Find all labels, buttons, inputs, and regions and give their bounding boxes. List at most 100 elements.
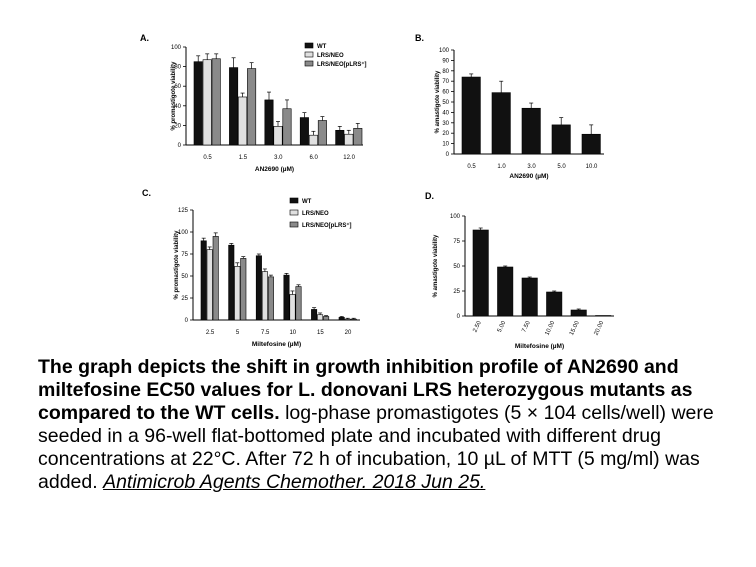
panel-a-x-axis-label: AN2690 (µM) [255,166,294,173]
panel-d-bar [546,291,563,317]
panel-c-bar [289,294,296,321]
panel-b-y-tick-label: 40 [442,110,449,116]
panel-a-bar [273,126,283,146]
panel-a-x-tick-label: 1.5 [239,155,248,161]
panel-d-x-tick-label: 5.00 [497,320,508,334]
panel-b-bar [491,92,511,155]
panel-c-x-tick-label: 20 [345,330,352,336]
panel-b-x-tick-label: 10.0 [586,164,598,170]
panel-a-bar [202,59,212,146]
panel-b-y-tick-label: 20 [442,131,449,137]
panel-b-bar [521,107,541,155]
panel-a-legend-label: LRS/NEO [317,53,344,59]
panel-b-bar [581,133,601,155]
panel-a-bar [193,61,203,146]
panel-b-y-tick-label: 70 [442,79,449,85]
panel-d-y-tick-label: 75 [453,239,460,245]
panel-a-y-tick-label: 80 [174,65,181,71]
panel-c-y-tick-label: 25 [181,296,188,302]
panel-d-label: D. [425,191,434,201]
panel-d-y-tick-label: 25 [453,289,460,295]
panel-c-bar [255,255,262,321]
panel-a-bar [344,133,354,146]
panel-c-x-axis-label: Miltefosine (µM) [252,341,301,348]
panel-a-bar [353,128,363,146]
panel-c-x-tick-label: 2.5 [206,330,215,336]
caption-citation[interactable]: Antimicrob Agents Chemother. 2018 Jun 25… [103,471,486,493]
panel-c-bar [295,286,302,321]
panel-d-bar [570,309,587,317]
panel-a-bar [335,130,345,146]
panel-b-y-tick-label: 90 [442,58,449,64]
panel-a-legend-label: WT [317,44,327,50]
panel-d-y-tick-label: 100 [450,214,461,220]
panel-b-y-tick-label: 10 [442,142,449,148]
panel-a-bar [282,108,292,146]
panel-d-bar [497,266,514,317]
panel-c-legend-label: WT [302,199,312,205]
panel-a-bar [308,134,318,146]
panel-c-legend-label: LRS/NEO [302,211,329,217]
panel-a-y-tick-label: 40 [174,104,181,110]
panel-c-y-tick-label: 100 [178,230,189,236]
panel-d-x-tick-label: 20.00 [594,320,606,337]
panel-c-bar [240,258,247,321]
figure-caption: The graph depicts the shift in growth in… [38,356,738,494]
panel-b-y-tick-label: 50 [442,100,449,106]
panel-a-x-tick-label: 0.5 [203,155,212,161]
panel-c-y-tick-label: 125 [178,208,189,214]
panel-b-label: B. [415,33,424,43]
panel-c-legend-swatch [289,197,299,204]
panel-c-bar [344,318,351,321]
panel-c-y-axis-label: % promastigote viability [174,230,180,300]
panel-a-x-tick-label: 3.0 [274,155,283,161]
panel-d-x-tick-label: 15.00 [569,320,581,337]
panel-a-x-tick-label: 12.0 [343,155,355,161]
panel-c-y-tick-label: 75 [181,252,188,258]
panel-d-bar [521,277,538,317]
panel-d-x-tick-label: 2.50 [472,320,483,334]
panel-c-bar [311,309,318,321]
panel-a-x-tick-label: 6.0 [310,155,319,161]
panel-d-bar [472,229,489,317]
panel-c-bar [228,244,235,321]
panel-d-x-tick-label: 7.50 [521,320,532,334]
panel-b-bar [551,124,571,155]
panel-d-x-tick-label: 10.00 [545,320,557,337]
panel-c-bar [212,236,219,321]
panel-a-legend-label: LRS/NEO[pLRS⁺] [317,61,367,68]
panel-c-bar [283,274,290,321]
panel-a-bar [317,120,327,146]
panel-b-x-tick-label: 0.5 [467,164,476,170]
panel-c-y-tick-label: 50 [181,274,188,280]
panel-a-bar [229,67,239,146]
panel-b-y-axis-label: % amastigote viability [435,70,441,133]
panel-b-x-tick-label: 3.0 [527,164,536,170]
panel-a-legend-swatch [304,51,314,58]
panel-b-x-tick-label: 1.0 [497,164,506,170]
panel-b-y-tick-label: 30 [442,121,449,127]
panel-a-y-tick-label: 60 [174,84,181,90]
panel-b-x-tick-label: 5.0 [557,164,566,170]
panel-c-legend-swatch [289,209,299,216]
panel-c-x-tick-label: 15 [317,330,324,336]
panel-c-x-tick-label: 10 [289,330,296,336]
panel-a-y-tick-label: 100 [171,45,182,51]
panel-c-bar [267,276,274,321]
panel-c-bar [261,271,268,321]
panel-b-x-axis-label: AN2690 (µM) [509,173,548,180]
panel-c-bar [323,316,330,321]
panel-c-x-tick-label: 7.5 [261,330,270,336]
panel-c-legend-label: LRS/NEO[pLRS⁺] [302,222,352,229]
panel-c-x-tick-label: 5 [236,330,240,336]
panel-a-bar [264,99,274,146]
panel-d-y-tick-label: 50 [453,264,460,270]
panel-d-x-axis-label: Miltefosine (µM) [515,343,564,350]
panel-c-y-tick-label: 0 [185,318,189,324]
panel-c-bar [200,240,207,321]
panel-a-bar [211,58,221,146]
panel-d-y-axis-label: % amastigote viability [433,234,439,297]
panel-c-legend-swatch [289,221,299,228]
panel-b-bar [461,76,481,155]
